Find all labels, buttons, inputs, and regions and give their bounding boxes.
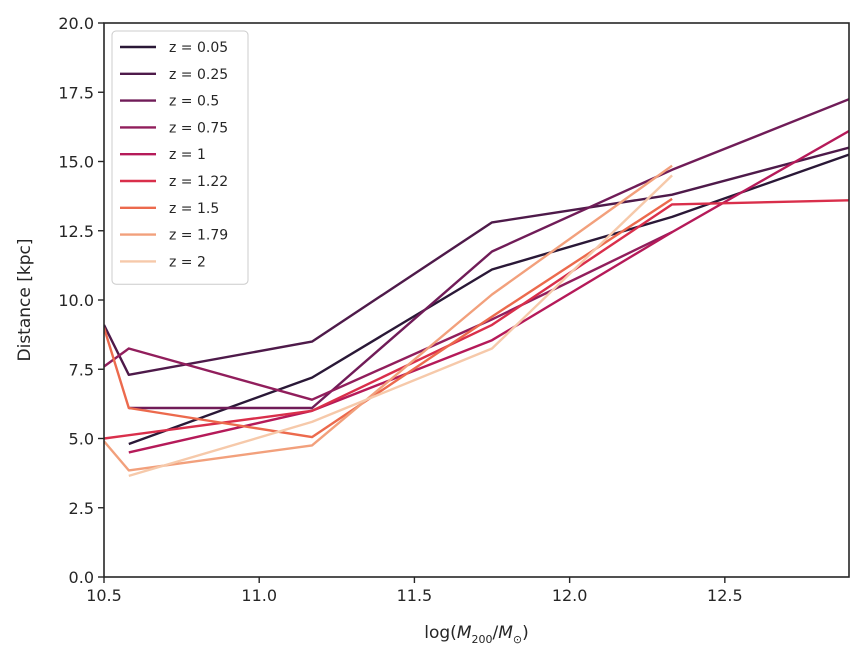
legend: z = 0.05 z = 0.25 z = 0.5 z = 0.75 z = 1 z = … xyxy=(111,30,249,285)
y-tick-label: 10.0 xyxy=(58,291,94,310)
x-tick-label: 11.0 xyxy=(241,586,277,605)
legend-label: z = 2 xyxy=(169,254,206,270)
legend-label: z = 1.79 xyxy=(169,228,228,244)
legend-label: z = 0.25 xyxy=(169,67,228,83)
series-line-7 xyxy=(104,164,673,472)
legend-label: z = 0.75 xyxy=(169,120,228,136)
legend-label: z = 0.05 xyxy=(169,40,228,56)
legend-label: z = 1.5 xyxy=(169,201,219,217)
series-line-1 xyxy=(104,146,849,376)
y-axis-label: Distance [kpc] xyxy=(15,239,35,362)
y-tick-label: 2.5 xyxy=(69,499,94,518)
y-tick-label: 0.0 xyxy=(69,568,94,587)
series-layer xyxy=(104,98,849,478)
series-line-4 xyxy=(128,129,849,454)
series-line-0 xyxy=(128,153,849,446)
series-line-5 xyxy=(104,199,849,440)
plot-frame xyxy=(103,22,850,578)
series-line-6 xyxy=(104,197,673,439)
x-tick-label: 12.5 xyxy=(707,586,743,605)
y-tick-label: 5.0 xyxy=(69,430,94,449)
series-line-2 xyxy=(128,98,849,410)
legend-box xyxy=(111,30,249,285)
legend-label: z = 1.22 xyxy=(169,174,228,190)
y-tick-label: 15.0 xyxy=(58,153,94,172)
legend-label: z = 0.5 xyxy=(169,94,219,110)
y-tick-label: 20.0 xyxy=(58,14,94,33)
y-tick-label: 12.5 xyxy=(58,222,94,241)
x-tick-label: 12.0 xyxy=(552,586,588,605)
tick-layer: 10.5 11.0 11.5 12.0 12.5 0.0 2.5 5.0 7.5 10.0 12.5… xyxy=(58,14,742,605)
y-tick-label: 7.5 xyxy=(69,360,94,379)
legend-label: z = 1 xyxy=(169,147,206,163)
x-axis-label: log(M200/M⊙) xyxy=(424,623,529,646)
x-tick-label: 11.5 xyxy=(397,586,433,605)
x-tick-label: 10.5 xyxy=(86,586,122,605)
y-tick-label: 17.5 xyxy=(58,83,94,102)
series-line-8 xyxy=(128,174,673,478)
